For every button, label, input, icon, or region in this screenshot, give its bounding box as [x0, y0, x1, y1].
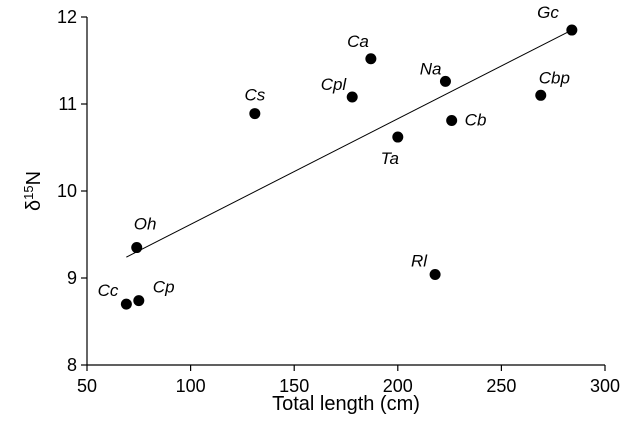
y-axis-title: δ15N — [21, 171, 45, 211]
point-cb — [446, 115, 458, 127]
point-cs — [249, 108, 261, 120]
y-tick-label-9: 9 — [67, 268, 77, 288]
point-gc — [566, 24, 578, 36]
point-cbp — [535, 89, 547, 101]
point-label-cc: Cc — [98, 281, 119, 300]
point-label-cs: Cs — [244, 86, 265, 105]
point-cp — [133, 295, 145, 307]
point-ta — [392, 131, 404, 143]
x-tick-label-200: 200 — [383, 376, 413, 396]
point-label-cb: Cb — [465, 111, 487, 130]
x-tick-label-300: 300 — [590, 376, 620, 396]
x-ticks: 50 100 150 200 250 300 — [77, 365, 620, 396]
x-tick-label-250: 250 — [486, 376, 516, 396]
x-tick-label-150: 150 — [279, 376, 309, 396]
y-axis-title-superscript: 15 — [21, 185, 36, 199]
y-tick-label-8: 8 — [67, 355, 77, 375]
y-axis-title-symbol: δ — [23, 200, 45, 211]
point-label-cbp: Cbp — [539, 68, 570, 87]
point-label-ca: Ca — [347, 32, 369, 51]
y-tick-label-10: 10 — [57, 181, 77, 201]
point-label-gc: Gc — [537, 3, 559, 22]
point-cpl — [346, 91, 358, 103]
point-cc — [120, 298, 132, 310]
point-labels: Gc Ca Na Cbp Cpl Cs Cb Ta Oh Rl Cp Cc — [98, 3, 570, 300]
point-na — [439, 75, 451, 87]
point-label-ta: Ta — [381, 149, 399, 168]
y-ticks: 8 9 10 11 12 — [57, 7, 87, 375]
trend-line — [126, 29, 573, 258]
x-tick-label-100: 100 — [176, 376, 206, 396]
point-ca — [365, 53, 377, 65]
y-tick-label-11: 11 — [58, 94, 77, 114]
point-rl — [429, 269, 441, 281]
y-tick-label-12: 12 — [57, 7, 77, 27]
point-label-oh: Oh — [134, 215, 157, 234]
point-oh — [131, 242, 143, 254]
y-axis-title-element: N — [23, 171, 45, 185]
x-axis-title: Total length (cm) — [272, 393, 420, 415]
point-label-rl: Rl — [411, 252, 428, 271]
x-tick-label-50: 50 — [77, 376, 97, 396]
data-points — [120, 24, 578, 310]
point-label-cpl: Cpl — [321, 75, 348, 94]
point-label-cp: Cp — [153, 278, 175, 297]
axes — [86, 17, 605, 366]
point-label-na: Na — [420, 59, 442, 78]
